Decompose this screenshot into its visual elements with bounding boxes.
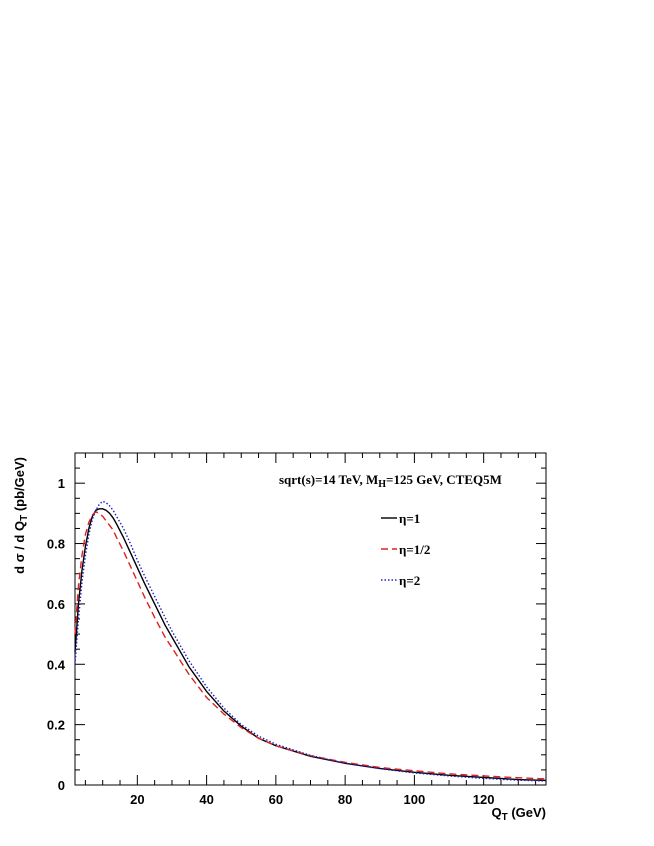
y-tick-label: 1 bbox=[58, 476, 65, 491]
legend: η=1 η=1/2 η=2 bbox=[381, 511, 430, 588]
x-tick-label: 100 bbox=[404, 792, 426, 807]
y-axis-ticks: 0 0.2 0.4 0.6 0.8 1 bbox=[47, 452, 546, 793]
plot-frame bbox=[74, 452, 547, 786]
y-axis-title: d σ / d QT (pb/GeV) bbox=[12, 457, 30, 574]
y-tick-label: 0.2 bbox=[47, 718, 65, 733]
x-axis-ticks: 20 40 60 80 100 120 bbox=[84, 453, 537, 807]
legend-label-3: η=2 bbox=[399, 573, 420, 588]
x-tick-label: 120 bbox=[473, 792, 495, 807]
x-tick-label: 80 bbox=[338, 792, 352, 807]
series-line-2 bbox=[74, 511, 547, 780]
y-tick-label: 0.4 bbox=[47, 657, 66, 672]
annotation-text: sqrt(s)=14 TeV, MH=125 GeV, CTEQ5M bbox=[279, 472, 502, 490]
x-tick-label: 60 bbox=[269, 792, 283, 807]
series-line-3 bbox=[74, 500, 547, 782]
legend-label-1: η=1 bbox=[399, 511, 420, 526]
x-axis-title: QT (GeV) bbox=[491, 805, 546, 823]
x-tick-label: 20 bbox=[130, 792, 144, 807]
y-tick-label: 0 bbox=[58, 778, 65, 793]
series-line-1 bbox=[74, 508, 547, 782]
x-tick-label: 40 bbox=[199, 792, 213, 807]
y-tick-label: 0.6 bbox=[47, 597, 65, 612]
legend-label-2: η=1/2 bbox=[399, 542, 430, 557]
y-tick-label: 0.8 bbox=[47, 537, 65, 552]
series-layer bbox=[74, 500, 547, 782]
